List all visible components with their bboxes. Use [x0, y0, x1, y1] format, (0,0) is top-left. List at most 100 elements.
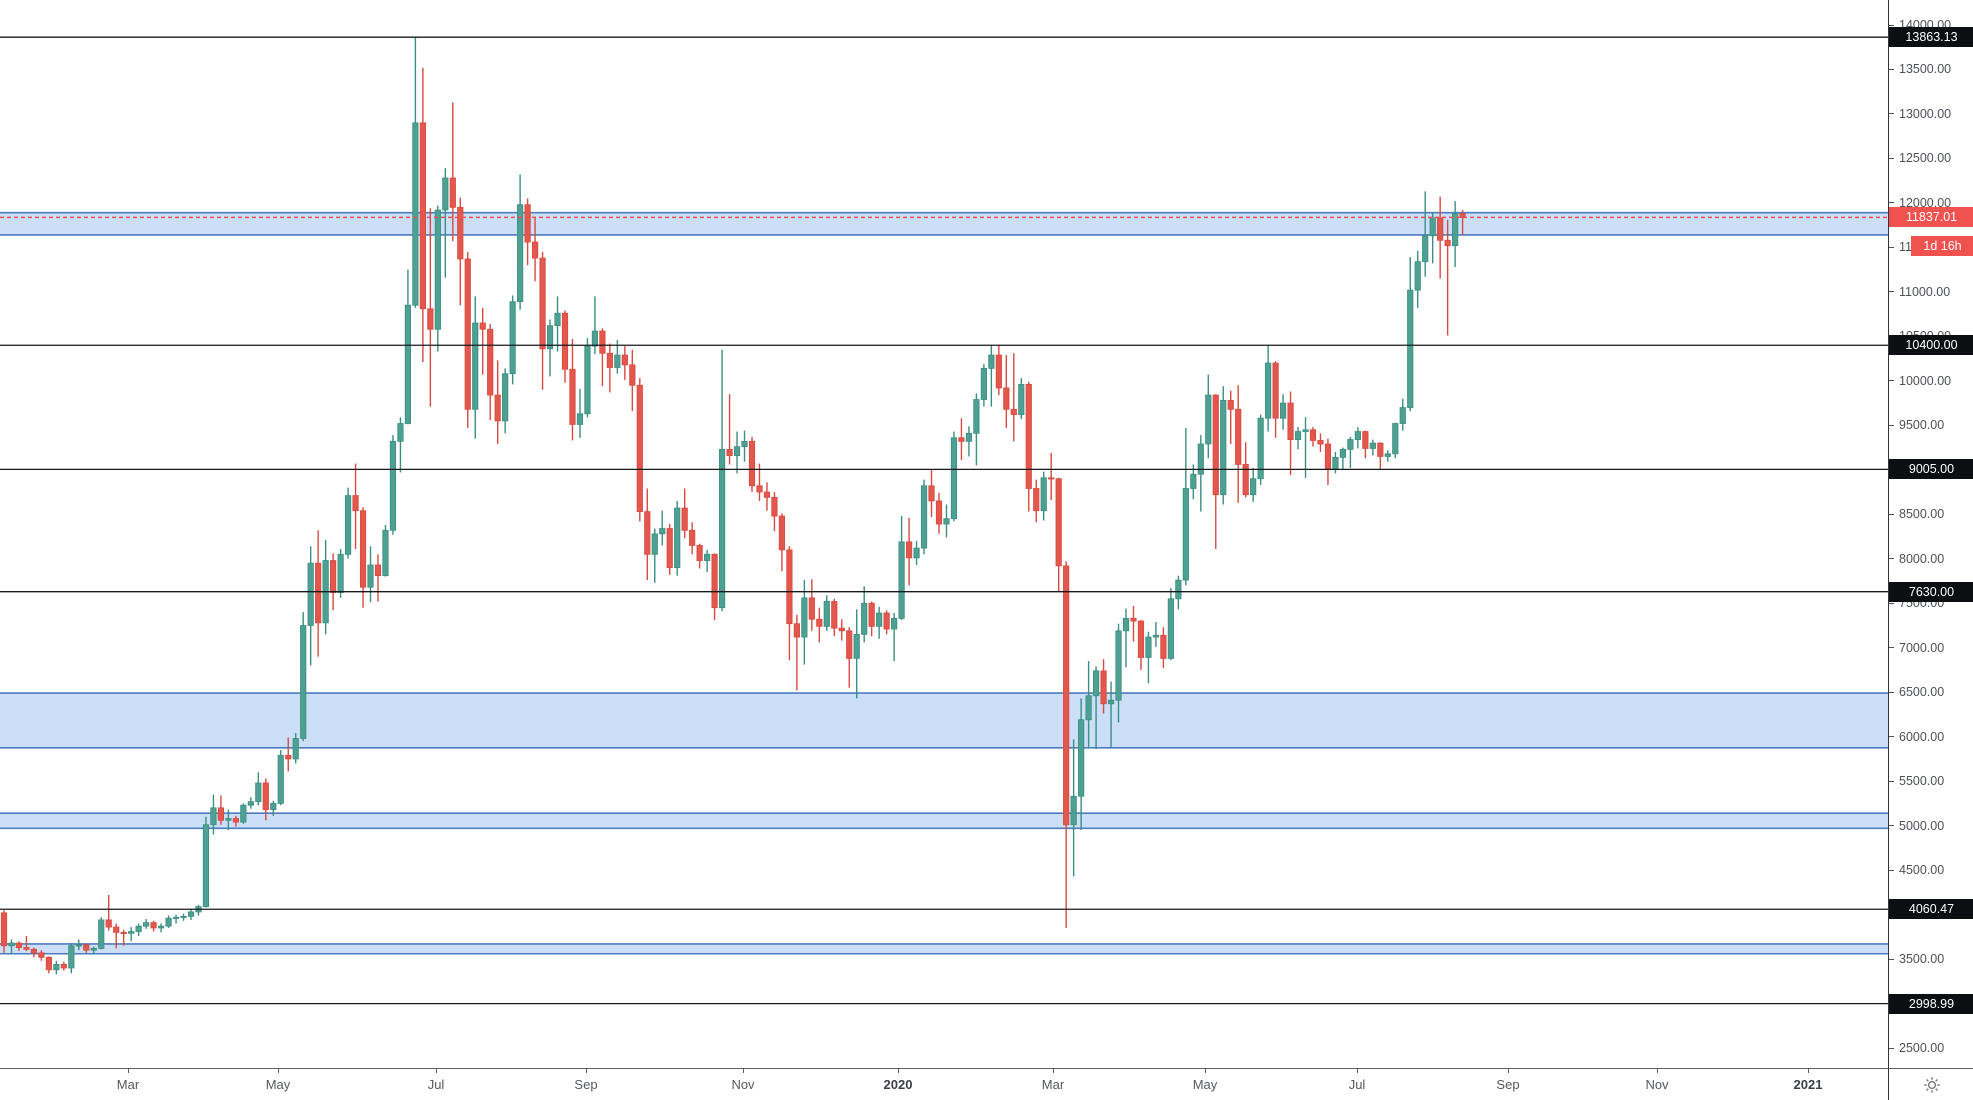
- candle-body[interactable]: [838, 627, 845, 632]
- candle-body[interactable]: [1227, 400, 1234, 410]
- candle-body[interactable]: [973, 399, 980, 434]
- candle-body[interactable]: [300, 625, 307, 739]
- candle-body[interactable]: [920, 485, 928, 549]
- candle-body[interactable]: [756, 485, 763, 493]
- candle-body[interactable]: [1287, 402, 1294, 440]
- candle-body[interactable]: [1175, 579, 1182, 600]
- candle-body[interactable]: [1182, 488, 1189, 581]
- candle-body[interactable]: [666, 528, 673, 569]
- candle-body[interactable]: [397, 423, 404, 442]
- candle-body[interactable]: [733, 446, 741, 456]
- candle-body[interactable]: [143, 922, 150, 927]
- candle-body[interactable]: [876, 612, 883, 627]
- candle-body[interactable]: [965, 432, 973, 442]
- candle-body[interactable]: [1033, 488, 1040, 512]
- candle-body[interactable]: [1070, 795, 1077, 826]
- candle-body[interactable]: [831, 601, 838, 629]
- candle-body[interactable]: [868, 602, 875, 627]
- candle-body[interactable]: [150, 922, 157, 929]
- candle-body[interactable]: [1332, 456, 1339, 470]
- candle-body[interactable]: [330, 560, 337, 593]
- candle-body[interactable]: [98, 919, 105, 949]
- candle-body[interactable]: [1115, 630, 1122, 701]
- candle-body[interactable]: [696, 545, 703, 561]
- candle-body[interactable]: [1220, 400, 1227, 496]
- candle-body[interactable]: [38, 952, 45, 958]
- candle-body[interactable]: [1152, 634, 1160, 638]
- candle-body[interactable]: [659, 528, 666, 535]
- candle-body[interactable]: [53, 964, 60, 971]
- candle-body[interactable]: [1294, 431, 1302, 440]
- candle-body[interactable]: [1444, 239, 1451, 247]
- candle-body[interactable]: [1317, 440, 1324, 445]
- candle-body[interactable]: [726, 448, 733, 456]
- candle-body[interactable]: [1324, 443, 1332, 470]
- candle-body[interactable]: [1392, 423, 1399, 455]
- candle-body[interactable]: [23, 947, 30, 950]
- candle-body[interactable]: [509, 301, 516, 375]
- candle-body[interactable]: [569, 368, 576, 425]
- candle-body[interactable]: [883, 612, 890, 630]
- candle-body[interactable]: [285, 754, 292, 760]
- candle-body[interactable]: [1003, 387, 1010, 410]
- candle-body[interactable]: [644, 511, 651, 555]
- candle-body[interactable]: [1190, 473, 1197, 489]
- candle-body[interactable]: [786, 549, 793, 625]
- candle-body[interactable]: [614, 354, 621, 368]
- candle-body[interactable]: [1145, 636, 1152, 658]
- candle-body[interactable]: [307, 562, 314, 626]
- candle-body[interactable]: [576, 413, 584, 425]
- candle-body[interactable]: [748, 440, 756, 487]
- candle-body[interactable]: [1279, 402, 1287, 419]
- candle-body[interactable]: [1302, 429, 1309, 432]
- candle-body[interactable]: [584, 345, 591, 415]
- candle-body[interactable]: [262, 782, 269, 811]
- candle-body[interactable]: [704, 553, 711, 561]
- candle-body[interactable]: [217, 807, 225, 821]
- candle-body[interactable]: [389, 440, 397, 531]
- candle-body[interactable]: [225, 818, 232, 821]
- candle-body[interactable]: [277, 754, 284, 804]
- candle-body[interactable]: [128, 931, 135, 934]
- candle-body[interactable]: [1354, 431, 1361, 440]
- candle-body[interactable]: [457, 206, 464, 260]
- candle-body[interactable]: [68, 945, 75, 969]
- candle-body[interactable]: [778, 515, 786, 551]
- candle-body[interactable]: [1078, 719, 1085, 797]
- candle-body[interactable]: [83, 944, 90, 951]
- candle-body[interactable]: [928, 485, 935, 502]
- candle-body[interactable]: [1407, 289, 1414, 408]
- candle-body[interactable]: [90, 948, 97, 951]
- candle-body[interactable]: [1055, 478, 1062, 567]
- candle-body[interactable]: [531, 241, 539, 259]
- candle-body[interactable]: [554, 312, 561, 327]
- candle-body[interactable]: [464, 258, 471, 410]
- candle-body[interactable]: [337, 553, 344, 593]
- candle-body[interactable]: [980, 367, 987, 400]
- candle-body[interactable]: [240, 804, 247, 823]
- candle-body[interactable]: [524, 204, 531, 243]
- candle-body[interactable]: [180, 915, 187, 918]
- candle-body[interactable]: [374, 564, 382, 577]
- candle-body[interactable]: [255, 782, 262, 803]
- candle-body[interactable]: [113, 926, 120, 933]
- candle-body[interactable]: [344, 495, 352, 555]
- candle-body[interactable]: [1339, 448, 1347, 458]
- candle-body[interactable]: [1362, 431, 1369, 449]
- price-axis[interactable]: 14000.00 13500.00 13000.00 12500.00 12000.00…: [1888, 0, 1973, 1068]
- candle-body[interactable]: [172, 916, 180, 919]
- candle-body[interactable]: [539, 257, 546, 350]
- candle-body[interactable]: [105, 919, 112, 928]
- candle-body[interactable]: [382, 529, 389, 577]
- candle-body[interactable]: [45, 956, 52, 971]
- candle-body[interactable]: [1107, 699, 1115, 705]
- candle-body[interactable]: [1063, 565, 1070, 826]
- candle-body[interactable]: [517, 204, 524, 303]
- candle-body[interactable]: [1414, 261, 1421, 291]
- candle-body[interactable]: [1025, 383, 1032, 489]
- candle-body[interactable]: [561, 312, 569, 370]
- candle-body[interactable]: [75, 944, 82, 947]
- candle-body[interactable]: [60, 964, 67, 969]
- candle-body[interactable]: [771, 496, 778, 517]
- candle-body[interactable]: [988, 354, 995, 369]
